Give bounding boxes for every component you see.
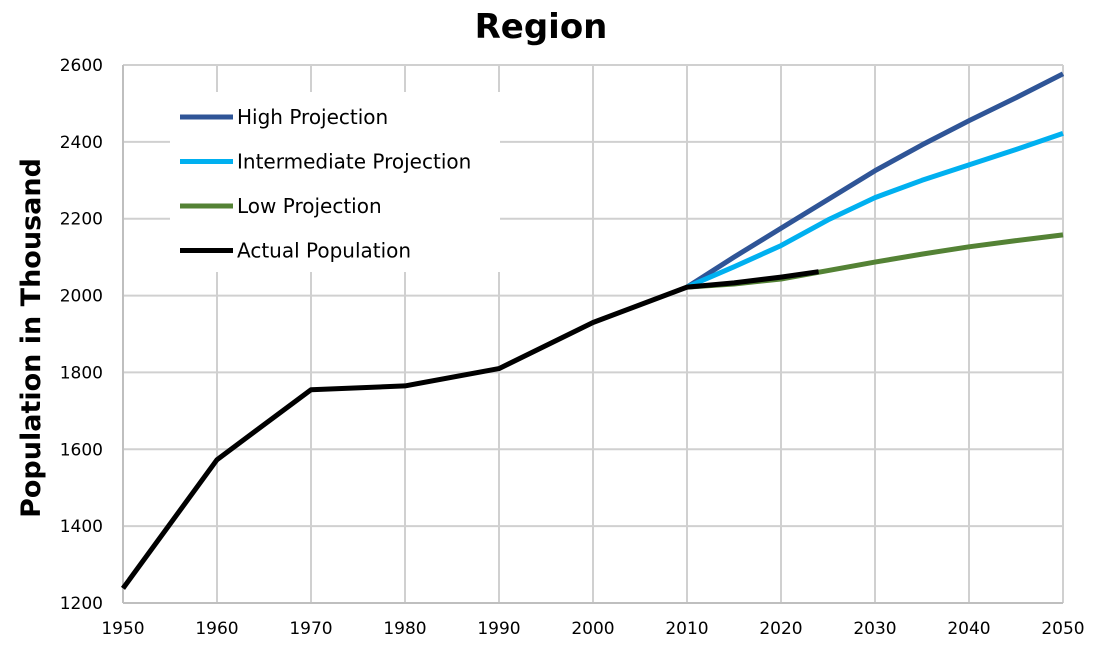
legend-label-intermediate-projection: Intermediate Projection [237, 150, 471, 174]
x-tick-label-1990: 1990 [477, 619, 520, 639]
x-tick-label-2050: 2050 [1041, 619, 1084, 639]
series-line-actual-population [120, 269, 819, 590]
x-tick-label-1970: 1970 [289, 619, 332, 639]
legend-label-actual-population: Actual Population [237, 239, 411, 263]
y-tick-label-2200: 2200 [60, 210, 103, 230]
y-tick-label-1200: 1200 [60, 594, 103, 614]
legend-box [170, 92, 500, 272]
y-tick-label-2600: 2600 [60, 56, 103, 76]
series-line-intermediate-projection [686, 131, 1064, 290]
x-tick-label-2020: 2020 [759, 619, 802, 639]
x-tick-label-1960: 1960 [195, 619, 238, 639]
series-lines [120, 71, 1065, 590]
legend-label-low-projection: Low Projection [237, 194, 382, 218]
x-tick-label-1950: 1950 [101, 619, 144, 639]
y-tick-label-1800: 1800 [60, 363, 103, 383]
legend: High Projection Intermediate Projection Lo… [170, 92, 500, 272]
y-tick-label-2400: 2400 [60, 133, 103, 153]
y-tick-label-1600: 1600 [60, 440, 103, 460]
x-tick-label-2010: 2010 [665, 619, 708, 639]
y-axis-label: Population in Thousand [16, 158, 47, 518]
y-tick-label-1400: 1400 [60, 517, 103, 537]
chart-title: Region [475, 7, 608, 47]
axes: 1950 1960 1970 1980 1990 2000 2010 2020 2030 2040… [60, 56, 1085, 639]
x-tick-label-2000: 2000 [571, 619, 614, 639]
legend-label-high-projection: High Projection [237, 105, 388, 129]
x-tick-label-1980: 1980 [383, 619, 426, 639]
x-tick-label-2040: 2040 [947, 619, 990, 639]
series-line-high-projection [685, 71, 1065, 290]
y-tick-label-2000: 2000 [60, 287, 103, 307]
x-tick-label-2030: 2030 [853, 619, 896, 639]
